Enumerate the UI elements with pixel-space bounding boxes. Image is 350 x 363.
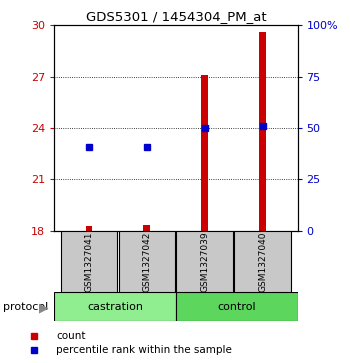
Text: GSM1327039: GSM1327039 — [200, 231, 209, 292]
Text: castration: castration — [87, 302, 143, 312]
Text: GSM1327040: GSM1327040 — [258, 231, 267, 291]
Text: GSM1327042: GSM1327042 — [142, 231, 152, 291]
Bar — [54, 292, 176, 321]
Bar — [119, 231, 175, 292]
Text: percentile rank within the sample: percentile rank within the sample — [56, 345, 232, 355]
Bar — [85, 226, 92, 231]
Text: GSM1327041: GSM1327041 — [84, 231, 93, 291]
Bar — [234, 231, 291, 292]
Bar — [144, 225, 150, 231]
Text: control: control — [217, 302, 256, 312]
Bar — [176, 292, 298, 321]
Bar — [201, 75, 208, 231]
Bar — [176, 231, 233, 292]
Text: count: count — [56, 331, 86, 341]
Text: ▶: ▶ — [39, 301, 48, 314]
Title: GDS5301 / 1454304_PM_at: GDS5301 / 1454304_PM_at — [85, 10, 266, 23]
Bar — [259, 32, 266, 231]
Text: protocol: protocol — [4, 302, 49, 313]
Bar — [61, 231, 117, 292]
